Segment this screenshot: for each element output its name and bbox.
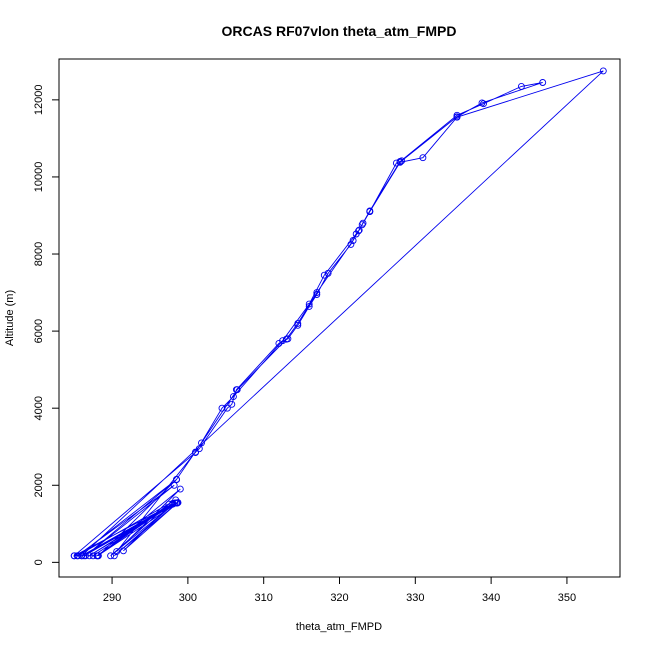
data-point	[170, 481, 178, 489]
data-point	[313, 291, 321, 298]
y-tick-label: 8000	[33, 242, 45, 266]
series-layer	[70, 67, 607, 560]
series-line	[72, 70, 604, 557]
data-point	[195, 445, 203, 453]
data-point	[229, 393, 237, 401]
y-tick-label: 12000	[33, 85, 45, 116]
data-point	[349, 237, 357, 244]
data-point	[305, 302, 313, 310]
data-point	[89, 552, 97, 560]
data-point	[480, 100, 487, 108]
y-tick-label: 2000	[33, 473, 45, 497]
data-point	[517, 82, 525, 90]
y-tick-label: 6000	[33, 319, 45, 343]
plot-frame	[58, 58, 621, 578]
data-point	[198, 439, 205, 447]
data-point	[233, 386, 241, 394]
data-point	[113, 548, 121, 556]
data-point	[169, 500, 177, 508]
data-point	[294, 321, 302, 329]
data-point	[228, 400, 236, 408]
x-tick-label: 290	[103, 592, 121, 604]
x-tick-label: 300	[179, 592, 197, 604]
data-point	[539, 79, 547, 86]
data-point	[176, 485, 184, 493]
data-point	[107, 552, 115, 560]
data-point	[320, 271, 328, 279]
data-point	[78, 552, 86, 560]
data-point	[85, 552, 93, 560]
data-point	[110, 552, 118, 560]
data-point	[359, 219, 367, 227]
data-point	[355, 227, 362, 235]
data-point	[305, 300, 313, 308]
y-axis-label: Altitude (m)	[4, 290, 16, 346]
data-point	[453, 113, 461, 121]
data-point	[478, 99, 486, 107]
x-tick-label: 320	[330, 592, 348, 604]
data-point	[366, 208, 374, 216]
chart-title: ORCAS RF07vlon theta_atm_FMPD	[222, 23, 457, 39]
x-axis-label: theta_atm_FMPD	[296, 621, 382, 633]
y-tick-label: 4000	[33, 396, 45, 420]
data-point	[223, 404, 231, 412]
data-point	[419, 154, 427, 162]
data-point	[279, 337, 287, 345]
data-point	[347, 240, 355, 248]
x-tick-label: 340	[482, 592, 500, 604]
data-point	[70, 552, 78, 560]
data-point	[294, 319, 302, 327]
data-point	[453, 111, 461, 119]
data-point	[218, 404, 226, 412]
data-point	[396, 158, 404, 166]
data-point	[174, 499, 182, 507]
y-axis: 0 2000 4000 6000 8000 10000 12000	[33, 85, 59, 565]
y-tick-label: 10000	[33, 162, 45, 193]
y-tick-label: 0	[33, 559, 45, 565]
x-axis: 290 300 310 320 330 340 350	[103, 577, 576, 604]
data-point	[282, 335, 290, 343]
data-point	[358, 221, 366, 229]
data-point	[173, 476, 180, 483]
data-point	[355, 226, 363, 234]
data-point	[599, 67, 607, 75]
data-point	[80, 552, 88, 560]
data-point	[119, 547, 127, 555]
data-point	[324, 269, 332, 277]
data-point	[94, 552, 102, 560]
data-point	[192, 449, 199, 456]
x-tick-label: 310	[255, 592, 273, 604]
x-tick-label: 350	[558, 592, 576, 604]
data-point	[313, 289, 321, 297]
x-tick-label: 330	[406, 592, 424, 604]
